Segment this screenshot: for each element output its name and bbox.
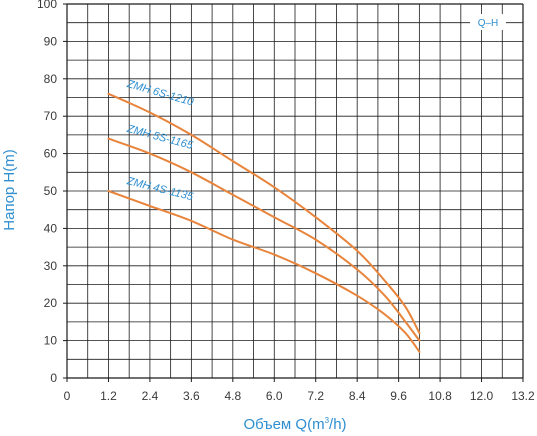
y-tick-labels: 0 10 20 30 40 50 60 70 80 90 100 [37,0,57,385]
y-tick-label: 30 [44,259,58,273]
x-axis-title-tail: /h) [329,416,347,433]
x-tick-label: 13.2 [511,389,535,403]
y-tick-label: 70 [44,109,58,123]
x-tick-label: 6.0 [266,389,283,403]
series-line [107,137,421,342]
y-tick-label: 90 [44,34,58,48]
y-tick-label: 0 [50,371,57,385]
x-tick-label: 12.0 [470,389,494,403]
x-tick-label: 8.4 [349,389,366,403]
x-tick-label: 7.2 [307,389,324,403]
series-label: ZMH 4S-1135 [125,175,195,203]
x-tick-label: 4.8 [224,389,241,403]
x-tick-label: 0 [64,389,71,403]
x-tick-label: 2.4 [142,389,159,403]
series-label: ZMH 6S-1210 [125,78,196,109]
x-axis-title-superscript: 3 [325,416,330,425]
y-tick-label: 40 [44,221,58,235]
x-tick-label: 10.8 [428,389,452,403]
q-h-badge-text: Q–H [478,18,499,29]
x-axis-title: Объем Q(m3/h) [243,416,346,433]
y-tick-label: 50 [44,184,58,198]
y-tick-label: 10 [44,334,58,348]
y-tick-label: 100 [37,0,57,11]
series-line [107,190,421,353]
x-tick-label: 9.6 [390,389,407,403]
x-tick-label: 1.2 [100,389,117,403]
y-tick-label: 20 [44,296,58,310]
series-line [107,92,421,335]
x-axis-title-main: Объем Q(m [243,416,324,433]
y-tick-label: 80 [44,72,58,86]
x-tick-labels: 0 1.2 2.4 3.6 4.8 6.0 7.2 8.4 9.6 10.8 12.0 13.2 [64,389,535,403]
x-tick-label: 3.6 [183,389,200,403]
y-axis-title: Напор H(m) [1,149,18,230]
chart-grid [63,3,524,382]
series-curves [107,92,421,353]
y-tick-label: 60 [44,147,58,161]
q-h-legend-badge: Q–H [470,14,506,30]
